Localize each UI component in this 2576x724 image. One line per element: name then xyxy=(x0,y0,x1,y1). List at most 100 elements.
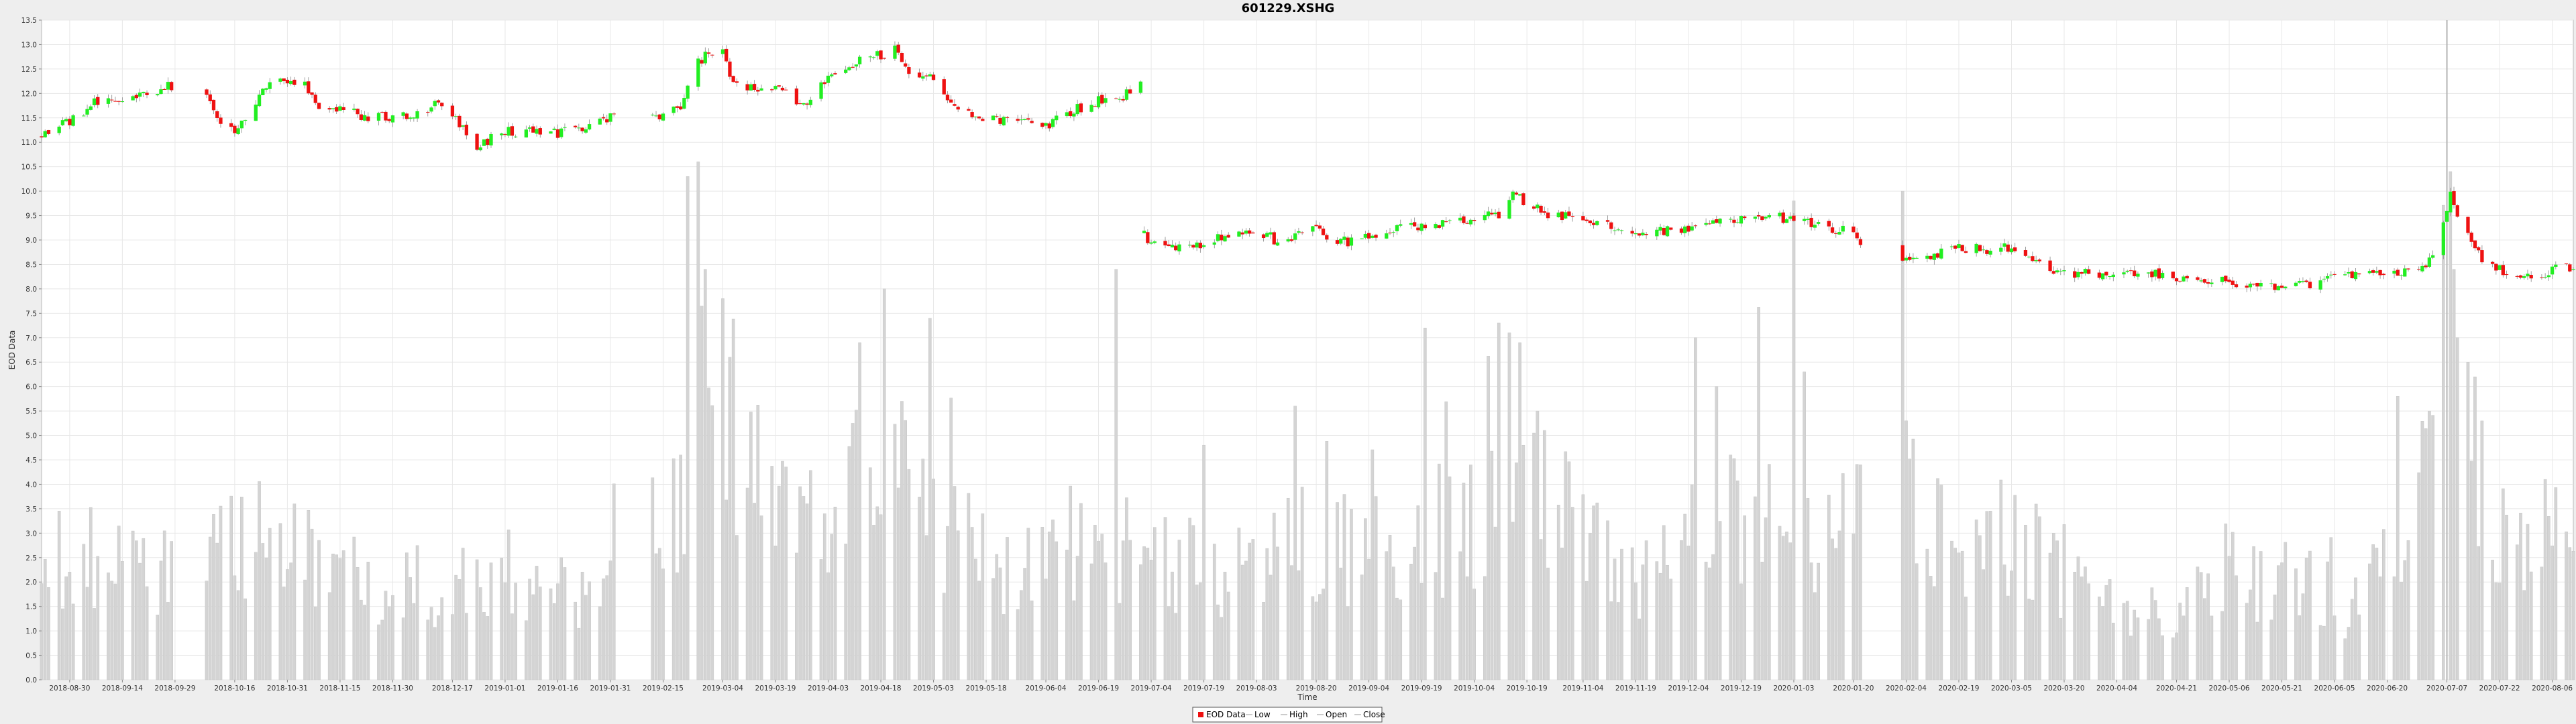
volume-bar xyxy=(1300,487,1304,680)
volume-bar xyxy=(672,458,676,680)
volume-bar xyxy=(1908,459,1912,680)
volume-bar xyxy=(2301,593,2305,680)
legend: EOD Data Low High Open Close xyxy=(1192,707,1385,723)
volume-bar xyxy=(1515,462,1518,680)
candle-body-down xyxy=(917,72,922,78)
candle-body-down xyxy=(555,129,560,138)
candle-body-down xyxy=(2480,250,2484,263)
volume-bar xyxy=(1276,546,1279,680)
candle-body-up xyxy=(584,129,588,133)
candle-body-up xyxy=(264,88,268,90)
candle-body-down xyxy=(1030,121,1034,123)
volume-bar xyxy=(1817,562,1820,680)
volume-bar xyxy=(946,526,949,680)
volume-bar xyxy=(1953,548,1957,680)
candle-body-down xyxy=(1591,223,1596,225)
candle-body-up xyxy=(288,80,293,84)
candle-body-up xyxy=(433,101,437,107)
candle-body-down xyxy=(208,94,212,102)
x-axis: 2018-08-30 2018-09-14 2018-09-29 2018-10-16… xyxy=(49,680,2573,692)
volume-bar xyxy=(602,579,605,680)
candle-body-down xyxy=(1366,233,1371,239)
volume-bar xyxy=(292,503,297,680)
candle-body-down xyxy=(956,107,960,110)
volume-bar xyxy=(341,550,345,680)
volume-bar xyxy=(1686,545,1690,680)
volume-bar xyxy=(2076,556,2080,680)
candle-body-up xyxy=(2441,222,2445,255)
candle-body-up xyxy=(524,129,528,138)
volume-bar xyxy=(700,306,704,680)
volume-bar xyxy=(651,477,655,680)
volume-bar xyxy=(1483,576,1487,680)
volume-bar xyxy=(391,595,394,680)
candle-body-up xyxy=(1409,223,1413,225)
candle-body-down xyxy=(1047,123,1051,129)
volume-bar xyxy=(1350,509,1353,680)
candle-body-up xyxy=(1784,219,1789,223)
volume-bar xyxy=(1542,430,1546,680)
volume-bar xyxy=(1199,582,1202,680)
volume-bar xyxy=(977,581,981,680)
volume-bar xyxy=(258,481,261,680)
candle-body-down xyxy=(822,82,826,84)
volume-bar xyxy=(1581,494,1585,680)
candle-body-up xyxy=(1419,223,1424,231)
volume-bar xyxy=(2136,617,2140,680)
volume-bar xyxy=(552,603,556,680)
candle-body-down xyxy=(2185,276,2189,279)
volume-bar xyxy=(1803,371,1807,680)
x-tick-label: 2018-11-15 xyxy=(319,684,360,692)
candle-body-down xyxy=(1827,221,1831,227)
candle-body-up xyxy=(478,147,482,151)
candle-body-up xyxy=(2125,270,2129,272)
candle-body-down xyxy=(1220,235,1224,241)
volume-bar xyxy=(113,583,117,680)
y-tick-label: 6.5 xyxy=(25,359,37,367)
candle-body-down xyxy=(798,103,802,105)
volume-bar xyxy=(121,561,124,680)
candle-body-down xyxy=(942,79,946,95)
candle-body-down xyxy=(2494,263,2498,271)
volume-bar xyxy=(1487,356,1490,680)
volume-bar xyxy=(1532,432,1536,680)
volume-bar xyxy=(212,514,215,680)
volume-bar xyxy=(2378,577,2382,680)
volume-bar xyxy=(588,581,591,680)
volume-bar xyxy=(1311,596,1315,680)
candle-body-up xyxy=(2403,268,2407,277)
volume-bar xyxy=(2505,514,2508,680)
candle-body-down xyxy=(706,52,711,54)
candle-body-up xyxy=(82,115,86,117)
candle-body-down xyxy=(1079,103,1083,113)
volume-bar xyxy=(331,553,335,680)
candle-body-up xyxy=(1138,81,1143,93)
candle-body-down xyxy=(310,92,314,95)
candle-body-up xyxy=(2554,264,2558,267)
candle-body-up xyxy=(401,112,405,116)
candle-body-down xyxy=(1978,245,1982,251)
volume-bar xyxy=(2273,595,2277,680)
volume-bar xyxy=(1364,518,1367,680)
candle-body-down xyxy=(2396,269,2400,276)
volume-bar xyxy=(162,530,166,680)
volume-bar xyxy=(145,586,149,680)
candle-body-up xyxy=(857,56,862,64)
candle-body-down xyxy=(1005,117,1010,118)
volume-bar xyxy=(2515,544,2519,680)
volume-bar xyxy=(574,601,577,680)
candle-body-up xyxy=(1925,255,1929,259)
candle-body-down xyxy=(1226,235,1230,238)
volume-bar xyxy=(401,617,405,680)
candle-body-down xyxy=(2245,286,2249,288)
candle-body-up xyxy=(1170,245,1175,248)
candle-body-down xyxy=(2381,274,2385,276)
volume-bar xyxy=(953,486,957,680)
candle-body-up xyxy=(1311,226,1315,232)
volume-bar xyxy=(2347,627,2351,680)
candle-body-up xyxy=(85,109,89,115)
x-tick-label: 2019-01-16 xyxy=(537,684,578,692)
candle-body-up xyxy=(1022,119,1027,121)
volume-bar xyxy=(437,615,440,680)
volume-bar xyxy=(1395,597,1399,680)
